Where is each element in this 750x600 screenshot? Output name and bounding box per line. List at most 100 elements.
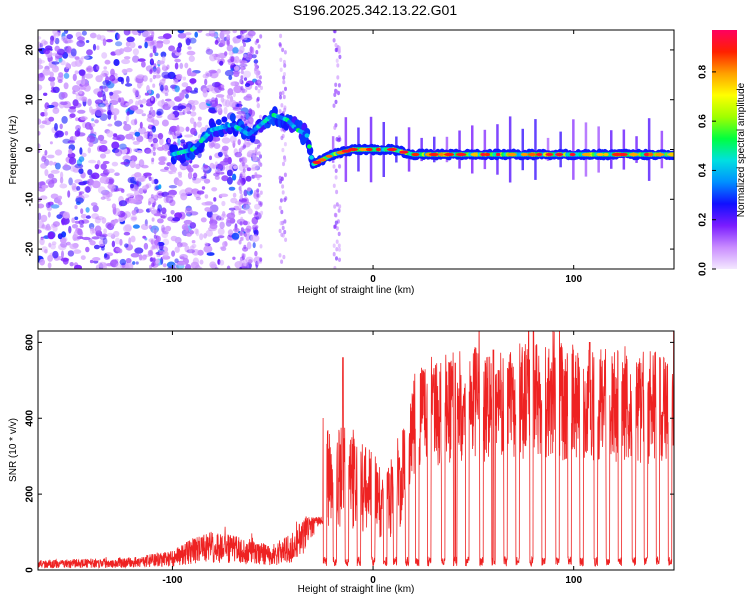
spectrogram-cell bbox=[38, 84, 43, 91]
spectrogram-cell bbox=[111, 141, 120, 150]
x-tick-label: 100 bbox=[565, 274, 582, 285]
spectrogram-cell bbox=[333, 265, 337, 269]
spectrogram-cell bbox=[335, 247, 339, 252]
spectrogram-cell bbox=[334, 82, 338, 88]
spectrogram-cell bbox=[85, 40, 90, 43]
spectrogram-cell bbox=[78, 86, 87, 91]
spectrogram-cell bbox=[60, 241, 68, 248]
spectrogram-cell bbox=[154, 74, 161, 79]
spectrogram-cell bbox=[39, 237, 45, 246]
spectrogram-cell bbox=[112, 136, 121, 141]
spectrogram-cell bbox=[333, 92, 337, 98]
spectrogram-cell bbox=[159, 168, 169, 172]
spectrogram-cell bbox=[38, 64, 44, 70]
spectrogram-cell bbox=[411, 152, 420, 157]
spectrogram-cell bbox=[149, 53, 153, 58]
spectrogram-cell bbox=[132, 140, 140, 145]
spectrogram-cell bbox=[445, 136, 449, 163]
spectrogram-cell bbox=[281, 233, 285, 238]
spectrogram-cell bbox=[283, 63, 287, 68]
spectrogram-cell bbox=[240, 216, 244, 222]
spectrogram-cell bbox=[50, 204, 60, 209]
spectrogram-cell bbox=[150, 44, 154, 50]
spectrogram-cell bbox=[247, 30, 256, 37]
spectrogram-cell bbox=[117, 248, 123, 254]
spectrogram-cell bbox=[85, 186, 91, 193]
spectrogram-cell bbox=[535, 152, 543, 157]
spectrogram-cell bbox=[38, 57, 42, 66]
spectrogram-cell bbox=[167, 216, 175, 222]
spectrogram-cell bbox=[336, 75, 340, 80]
spectrogram-cell bbox=[44, 169, 49, 177]
spectrogram-cell bbox=[145, 149, 154, 154]
spectrogram-cell bbox=[278, 42, 282, 47]
spectrogram-xlabel: Height of straight line (km) bbox=[298, 285, 415, 296]
spectrogram-cell bbox=[52, 30, 58, 35]
spectrogram-cell bbox=[156, 111, 162, 116]
spectrogram-cell bbox=[123, 211, 131, 218]
spectrogram-cell bbox=[239, 157, 242, 163]
spectrogram-cell bbox=[179, 62, 184, 69]
spectrogram-cell bbox=[135, 108, 144, 115]
spectrogram-cell bbox=[232, 256, 236, 260]
spectrogram-cell bbox=[149, 135, 153, 140]
spectrogram-cell bbox=[130, 214, 138, 222]
spectrogram-cell bbox=[243, 113, 247, 118]
spectrogram-cell bbox=[91, 180, 101, 189]
spectrogram-cell bbox=[246, 167, 252, 172]
spectrogram-cell bbox=[250, 234, 260, 242]
spectrogram-cell bbox=[233, 39, 237, 44]
spectrogram-cell bbox=[151, 157, 155, 162]
spectrogram-cell bbox=[73, 102, 82, 108]
spectrogram-cell bbox=[107, 183, 116, 190]
spectrogram-cell bbox=[134, 194, 139, 203]
spectrogram-cell bbox=[206, 211, 214, 218]
spectrogram-cell bbox=[233, 227, 240, 233]
spectrogram-cell bbox=[335, 58, 339, 63]
spectrogram-cell bbox=[49, 141, 53, 145]
spectrogram-cell bbox=[74, 216, 79, 221]
spectrogram-cell bbox=[47, 231, 55, 240]
spectrogram-cell bbox=[68, 225, 72, 234]
spectrogram-cell bbox=[41, 184, 49, 189]
spectrogram-cell bbox=[49, 39, 54, 46]
spectrogram-cell bbox=[251, 163, 259, 170]
spectrogram-cell bbox=[113, 230, 120, 238]
spectrogram-cell bbox=[306, 144, 312, 149]
spectrogram-cell bbox=[208, 69, 217, 74]
spectrogram-cell bbox=[129, 41, 136, 49]
spectrogram-cell bbox=[102, 237, 108, 245]
spectrogram-cell bbox=[254, 64, 258, 70]
spectrogram-cell bbox=[94, 99, 103, 105]
spectrogram-cell bbox=[260, 85, 263, 91]
spectrogram-cell bbox=[86, 49, 93, 56]
spectrogram-cell bbox=[38, 73, 45, 82]
spectrogram-cell bbox=[243, 189, 248, 197]
spectrogram-cell bbox=[152, 48, 156, 54]
spectrogram-cell bbox=[99, 153, 107, 159]
spectrogram-cell bbox=[132, 224, 140, 229]
spectrogram-cell bbox=[254, 172, 258, 177]
y-tick-label: 0 bbox=[25, 146, 36, 152]
spectrogram-cell bbox=[101, 246, 105, 251]
spectrogram-cell bbox=[137, 150, 143, 154]
spectrogram-cell bbox=[150, 58, 154, 63]
spectrogram-cell bbox=[241, 88, 245, 93]
spectrogram-cell bbox=[134, 131, 141, 137]
x-tick-label: -100 bbox=[162, 274, 182, 285]
spectrogram-cell bbox=[283, 142, 287, 147]
spectrogram-cell bbox=[98, 239, 106, 247]
spectrogram-cell bbox=[228, 75, 233, 81]
spectrogram-cell bbox=[153, 178, 159, 185]
spectrogram-cell bbox=[142, 185, 148, 190]
spectrogram-cell bbox=[246, 241, 252, 250]
spectrogram-cell bbox=[134, 172, 142, 178]
spectrogram-cell bbox=[185, 86, 193, 93]
spectrogram-cell bbox=[246, 187, 252, 192]
spectrogram-cell bbox=[94, 217, 101, 224]
spectrogram-cell bbox=[226, 212, 236, 219]
spectrogram-cell bbox=[76, 40, 85, 47]
spectrogram-cell bbox=[50, 80, 55, 88]
spectrogram-cell bbox=[228, 99, 236, 108]
spectrogram-cell bbox=[155, 235, 161, 243]
